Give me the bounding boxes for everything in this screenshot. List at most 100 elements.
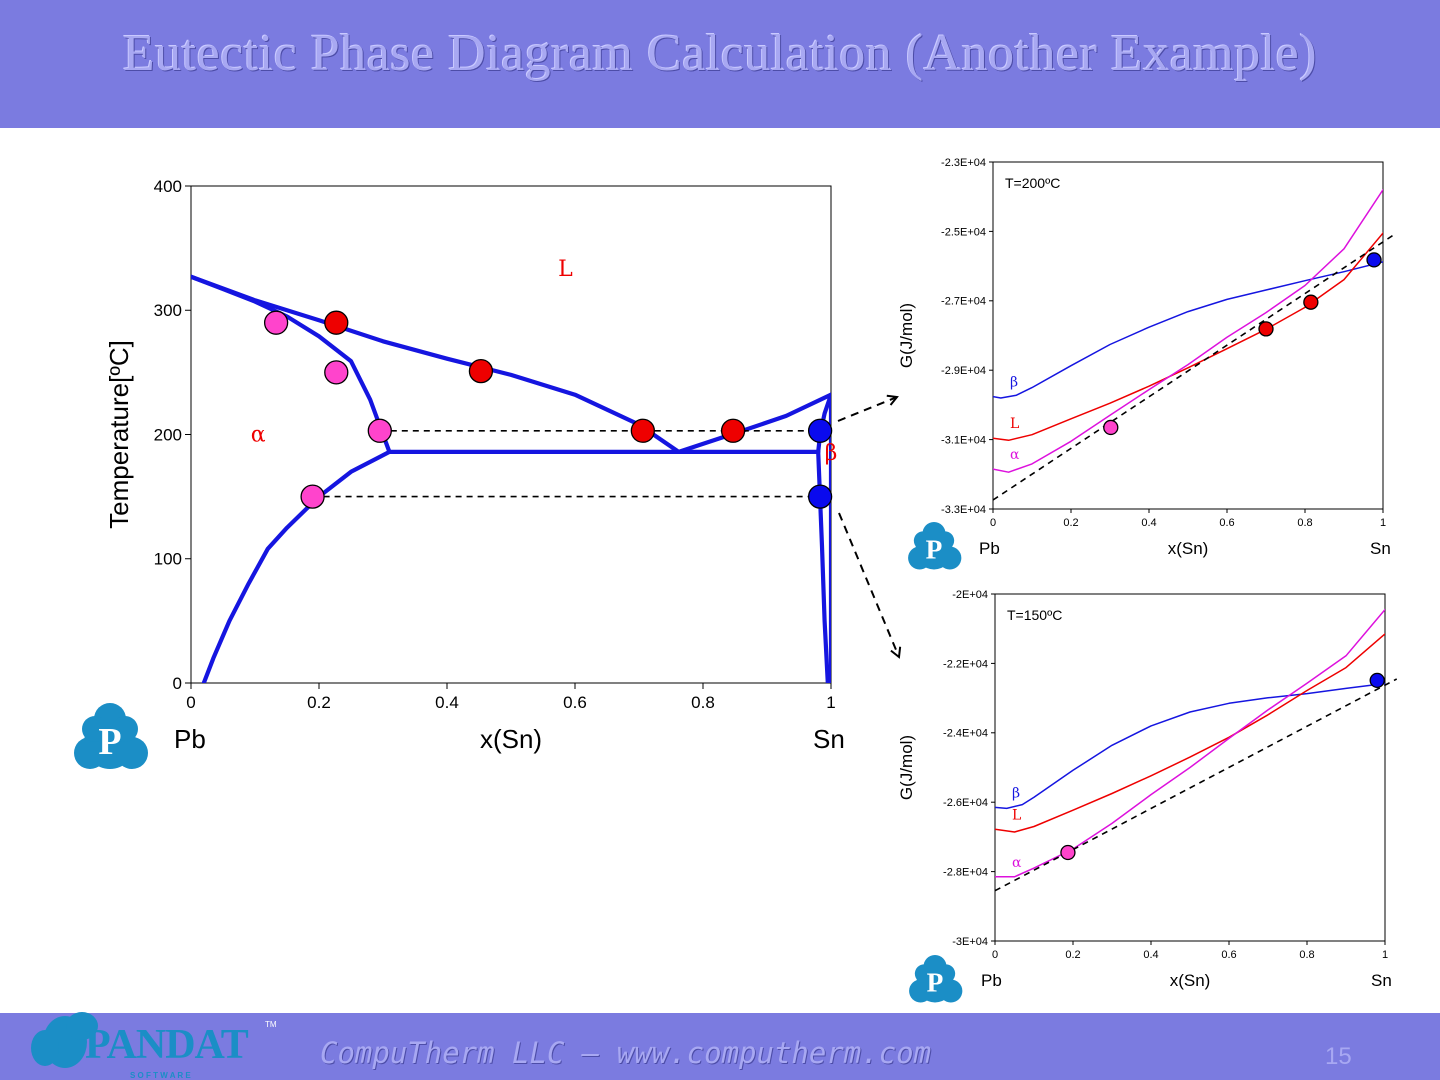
y-axis-label: G(J/mol) xyxy=(897,303,916,368)
series-line xyxy=(993,261,1383,399)
x-tick-label: 0.6 xyxy=(563,693,587,712)
x-axis-label: x(Sn) xyxy=(480,724,542,754)
y-tick-label: 0 xyxy=(173,674,182,693)
title-banner xyxy=(0,0,1440,128)
y-tick-label: -2.8E+04 xyxy=(943,866,988,878)
temperature-label: T=200ºC xyxy=(1005,175,1060,191)
y-tick-label: -2.5E+04 xyxy=(941,226,986,238)
x-tick-label: 0.4 xyxy=(435,693,459,712)
phase-point xyxy=(720,418,746,443)
badge-letter: P xyxy=(927,968,944,998)
pandat-badge-main: P xyxy=(74,703,148,769)
phase-point xyxy=(1258,321,1274,337)
region-label: β xyxy=(825,441,838,466)
x-tick-label: 0.6 xyxy=(1221,949,1236,961)
series-line xyxy=(995,682,1385,810)
phase-point xyxy=(807,484,833,509)
x-tick-label: 0 xyxy=(186,693,195,712)
series-label: β xyxy=(1012,785,1020,801)
x-tick-label: 0.6 xyxy=(1219,517,1234,529)
y-tick-label: -2.3E+04 xyxy=(941,157,986,169)
badge-letter: P xyxy=(926,535,943,565)
series-label: L xyxy=(1012,807,1021,823)
series-line xyxy=(191,274,392,454)
x-tick-label: 0.4 xyxy=(1143,949,1158,961)
pandat-badge-200: P xyxy=(908,521,962,570)
x-axis-label: x(Sn) xyxy=(1168,539,1209,558)
y-tick-label: -3E+04 xyxy=(952,936,988,948)
footer-company: CompuTherm LLC – www.computherm.com xyxy=(320,1036,932,1070)
phase-point xyxy=(1303,294,1319,310)
series-label: α xyxy=(1012,855,1022,871)
y-tick-label: -2.2E+04 xyxy=(943,658,988,670)
pandat-badge-150: P xyxy=(909,954,963,1003)
y-tick-label: -2.6E+04 xyxy=(943,797,988,809)
connector-arrows xyxy=(837,397,899,657)
gibbs-200-chart: 0 0.2 0.4 0.6 0.8 1 -3.3E+04 -3.1E+04 -2.9E+04 -2… xyxy=(897,157,1396,558)
phase-point xyxy=(324,360,349,385)
series-line xyxy=(993,232,1383,442)
x-tick-label: 0.2 xyxy=(307,693,331,712)
left-element-label: Pb xyxy=(174,724,206,754)
right-element-label: Sn xyxy=(1370,539,1391,558)
arrow-to-200 xyxy=(837,397,897,422)
y-tick-label: -3.1E+04 xyxy=(941,434,986,446)
x-axis-label: x(Sn) xyxy=(1170,971,1211,990)
y-tick-label: 400 xyxy=(154,177,182,196)
y-tick-label: 300 xyxy=(154,301,182,320)
plot-lines xyxy=(995,608,1385,878)
y-tick-label: 100 xyxy=(154,550,182,569)
page-number: 15 xyxy=(1325,1043,1352,1070)
x-tick-label: 0.2 xyxy=(1063,517,1078,529)
series-label: L xyxy=(1010,416,1019,432)
gibbs-150-chart: 0 0.2 0.4 0.6 0.8 1 -3E+04 -2.8E+04 -2.6E+04 -2.4… xyxy=(897,589,1398,990)
y-tick-label: -2.7E+04 xyxy=(941,296,986,308)
series-line xyxy=(995,608,1385,878)
phase-point xyxy=(367,418,392,443)
x-tick-label: 1 xyxy=(1382,949,1388,961)
phase-point xyxy=(300,484,325,509)
right-element-label: Sn xyxy=(1371,971,1392,990)
plot-lines xyxy=(191,274,831,683)
phase-point xyxy=(1369,672,1385,689)
slide-title: Eutectic Phase Diagram Calculation (Anot… xyxy=(122,25,1318,82)
y-tick-label: -2.9E+04 xyxy=(941,365,986,377)
common-tangent xyxy=(994,678,1398,892)
phase-point xyxy=(1366,252,1382,268)
plot-frame xyxy=(994,593,1386,942)
x-tick-label: 0.8 xyxy=(691,693,715,712)
plot-lines xyxy=(993,189,1383,473)
series-label: β xyxy=(1010,375,1018,391)
footer-banner xyxy=(0,1013,1440,1080)
region-label: L xyxy=(558,257,573,282)
arrow-to-150 xyxy=(838,512,899,657)
series-line xyxy=(201,449,392,683)
region-label: α xyxy=(251,423,266,448)
x-tick-label: 0.8 xyxy=(1299,949,1314,961)
x-tick-label: 0.4 xyxy=(1141,517,1156,529)
series-label: α xyxy=(1010,447,1020,463)
series-line xyxy=(995,633,1385,833)
y-tick-label: -3.3E+04 xyxy=(941,504,986,516)
phase-point xyxy=(1103,419,1119,436)
phase-point xyxy=(263,310,289,335)
phase-point xyxy=(807,418,833,443)
series-line xyxy=(993,189,1383,473)
phase-point xyxy=(630,418,655,443)
phase-point xyxy=(1060,844,1076,861)
y-tick-label: -2E+04 xyxy=(952,589,988,601)
y-tick-label: 200 xyxy=(154,425,182,444)
series-line xyxy=(676,392,831,454)
y-tick-label: -2.4E+04 xyxy=(943,728,988,740)
series-line xyxy=(816,449,830,683)
x-tick-label: 1 xyxy=(826,693,835,712)
y-axis-label: Temperature[ºC] xyxy=(104,340,134,529)
x-tick-label: 1 xyxy=(1380,517,1386,529)
x-tick-label: 0 xyxy=(990,517,996,529)
series-line xyxy=(191,274,681,454)
x-tick-label: 0.2 xyxy=(1065,949,1080,961)
x-tick-label: 0 xyxy=(992,949,998,961)
phase-diagram-chart: 0 0.2 0.4 0.6 0.8 1 0 100 200 300 400 Lα β x(Sn) Pb Sn T… xyxy=(104,177,845,754)
phase-point xyxy=(468,358,494,384)
